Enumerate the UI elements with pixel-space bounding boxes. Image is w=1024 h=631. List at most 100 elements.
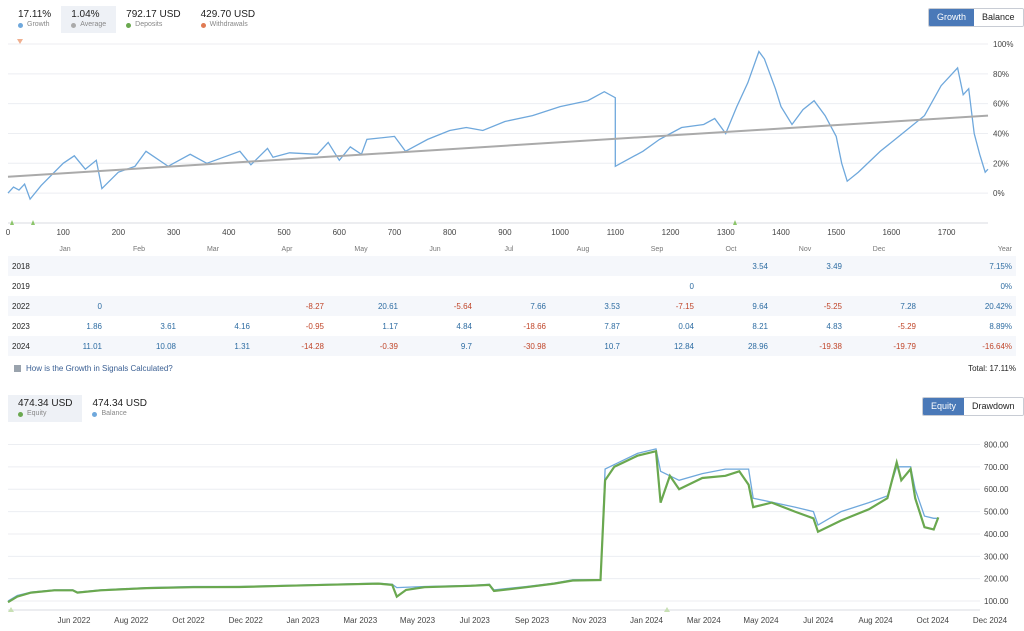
growth-x-tick: 1700 <box>938 228 956 237</box>
month-value: 3.61 <box>160 321 176 331</box>
monthly-growth-table: Jan Feb Mar Apr May Jun Jul Aug Sep Oct Nov Dec Year… <box>8 242 1016 356</box>
month-value: 3.53 <box>604 301 620 311</box>
equity-x-tick: Sep 2023 <box>515 616 550 625</box>
equity-x-tick: Nov 2023 <box>572 616 607 625</box>
year-total: 0% <box>1000 281 1012 291</box>
growth-x-tick: 1400 <box>772 228 790 237</box>
month-value: 12.84 <box>673 341 694 351</box>
stat-withdrawals-label-text: Withdrawals <box>209 21 248 28</box>
equity-x-tick: Jan 2024 <box>630 616 663 625</box>
month-header: May <box>354 245 368 253</box>
stat-equity[interactable]: 474.34 USD Equity <box>8 395 83 422</box>
row-year: 2018 <box>12 261 30 271</box>
month-value: 7.66 <box>530 301 546 311</box>
equity-x-tick: May 2023 <box>400 616 436 625</box>
stat-withdrawals-label: Withdrawals <box>200 20 255 30</box>
equity-y-tick: 700.00 <box>984 463 1009 472</box>
top-marker-icon <box>17 39 23 44</box>
growth-x-tick: 100 <box>57 228 71 237</box>
month-header: Jul <box>504 245 514 253</box>
growth-y-tick: 0% <box>993 189 1005 198</box>
table-row: 2019 0 0% <box>8 276 1016 296</box>
equity-y-tick: 100.00 <box>984 597 1009 606</box>
growth-y-tick: 60% <box>993 100 1009 109</box>
equity-y-tick: 200.00 <box>984 575 1009 584</box>
year-total: 8.89% <box>989 321 1012 331</box>
month-value: 4.16 <box>234 321 250 331</box>
equity-tab[interactable]: Equity <box>923 398 965 415</box>
month-value: -14.28 <box>301 341 324 351</box>
equity-y-tick: 600.00 <box>984 485 1009 494</box>
month-header: Apr <box>281 245 293 253</box>
stat-deposits[interactable]: 792.17 USD Deposits <box>116 6 190 33</box>
month-value: -5.29 <box>897 321 916 331</box>
month-value: 0.04 <box>678 321 694 331</box>
month-value: 1.86 <box>86 321 102 331</box>
equity-series-equity <box>7 449 940 604</box>
month-value: -19.38 <box>819 341 842 351</box>
month-value: -18.66 <box>523 321 546 331</box>
year-total-header: Year <box>997 245 1012 253</box>
month-header: Feb <box>132 245 146 253</box>
year-total: 7.15% <box>989 261 1012 271</box>
stat-balance[interactable]: 474.34 USD Balance <box>82 395 156 422</box>
growth-calculation-link[interactable]: How is the Growth in Signals Calculated? <box>14 364 173 373</box>
month-header: Sep <box>650 245 664 253</box>
stat-growth-label-text: Growth <box>27 21 50 28</box>
growth-x-tick: 1100 <box>607 228 625 237</box>
year-total: -16.64% <box>982 341 1012 351</box>
drawdown-tab[interactable]: Drawdown <box>964 398 1023 415</box>
month-value: 10.08 <box>155 341 176 351</box>
month-value: -30.98 <box>523 341 546 351</box>
stat-balance-label: Balance <box>92 409 146 419</box>
stat-withdrawals[interactable]: 429.70 USD Withdrawals <box>191 6 265 33</box>
stat-balance-value: 474.34 USD <box>92 398 147 409</box>
stat-withdrawals-value: 429.70 USD <box>200 9 256 20</box>
equity-x-tick: Dec 2024 <box>973 616 1008 625</box>
stat-growth[interactable]: 17.11% Growth <box>8 6 61 33</box>
growth-y-tick: 100% <box>993 40 1013 49</box>
month-value: 4.83 <box>826 321 842 331</box>
equity-x-tick: Dec 2022 <box>229 616 264 625</box>
stat-average-value: 1.04% <box>71 9 100 20</box>
growth-x-tick: 1500 <box>827 228 845 237</box>
stat-deposits-value: 792.17 USD <box>126 9 181 20</box>
stat-equity-value: 474.34 USD <box>18 398 73 409</box>
month-header: Jun <box>429 245 441 253</box>
table-row: 2022 0 -8.27 20.61 -5.64 7.66 3.53 -7.15 9.64 -5.… <box>8 296 1016 316</box>
equity-y-tick: 400.00 <box>984 530 1009 539</box>
monthly-table-header: Jan Feb Mar Apr May Jun Jul Aug Sep Oct Nov Dec Year <box>8 242 1016 256</box>
stat-balance-label-text: Balance <box>101 410 127 417</box>
month-value: 8.21 <box>752 321 768 331</box>
deposit-marker-icon <box>8 607 14 612</box>
balance-tab[interactable]: Balance <box>974 9 1023 26</box>
growth-tab[interactable]: Growth <box>929 9 975 26</box>
growth-x-tick: 300 <box>167 228 181 237</box>
equity-x-tick: May 2024 <box>743 616 779 625</box>
equity-x-tick: Aug 2024 <box>858 616 893 625</box>
equity-x-tick: Jul 2024 <box>803 616 834 625</box>
month-value: 1.31 <box>234 341 250 351</box>
growth-calculation-link-text: How is the Growth in Signals Calculated? <box>26 364 173 373</box>
deposit-marker-icon <box>31 220 35 225</box>
equity-x-tick: Aug 2022 <box>114 616 149 625</box>
equity-y-tick: 800.00 <box>984 440 1009 449</box>
month-header: Mar <box>206 245 220 253</box>
month-value: -5.25 <box>823 301 842 311</box>
equity-drawdown-toggle: Equity Drawdown <box>922 397 1024 416</box>
month-header: Nov <box>798 245 812 253</box>
equity-x-tick: Jun 2022 <box>58 616 91 625</box>
table-row: 2024 11.01 10.08 1.31 -14.28 -0.39 9.7 -30.98 10… <box>8 336 1016 356</box>
equity-x-tick: Oct 2024 <box>917 616 950 625</box>
balance-legend-dot-icon <box>92 411 98 417</box>
growth-y-tick: 80% <box>993 70 1009 79</box>
table-row: 2018 3.54 3.49 7.15% <box>8 256 1016 276</box>
growth-balance-toggle: Growth Balance <box>928 8 1024 27</box>
stat-deposits-label: Deposits <box>126 20 180 30</box>
stat-average[interactable]: 1.04% Average <box>61 6 117 33</box>
month-header: Oct <box>725 245 737 253</box>
equity-x-tick: Jan 2023 <box>287 616 320 625</box>
growth-x-tick: 900 <box>498 228 512 237</box>
month-value: 9.7 <box>460 341 472 351</box>
month-value: 0 <box>689 281 694 291</box>
